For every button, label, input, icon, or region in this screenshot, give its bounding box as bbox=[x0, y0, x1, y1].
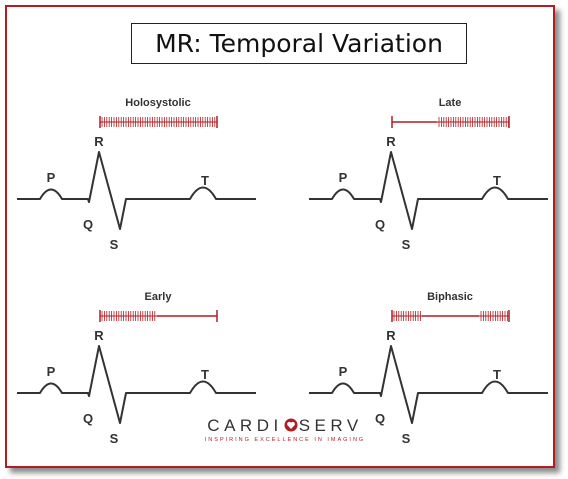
logo-text-left: CARDI bbox=[207, 416, 283, 435]
wave-label-s: S bbox=[402, 431, 411, 446]
wave-label-q: Q bbox=[375, 411, 385, 426]
cardioserv-logo: CARDI SERV INSPIRING EXCELLENCE IN IMAGI… bbox=[190, 416, 380, 443]
panel-early: Early P Q R S T bbox=[17, 291, 256, 446]
wave-label-p: P bbox=[339, 170, 348, 185]
wave-label-t: T bbox=[493, 367, 501, 382]
ecg-waveform-holosystolic bbox=[17, 151, 256, 230]
panel-label-early: Early bbox=[145, 291, 173, 303]
panel-late: Late P Q R S T bbox=[309, 97, 548, 252]
panel-label-holosystolic: Holosystolic bbox=[125, 97, 190, 109]
wave-label-t: T bbox=[201, 173, 209, 188]
panel-holosystolic: Holosystolic P Q R S T bbox=[17, 97, 256, 252]
wave-label-t: T bbox=[201, 367, 209, 382]
ecg-waveform-biphasic bbox=[309, 345, 548, 424]
wave-label-t: T bbox=[493, 173, 501, 188]
murmur-bar-holosystolic bbox=[99, 116, 218, 128]
wave-label-p: P bbox=[47, 364, 56, 379]
wave-label-s: S bbox=[110, 431, 119, 446]
murmur-bar-early bbox=[99, 310, 218, 322]
wave-label-q: Q bbox=[83, 411, 93, 426]
wave-label-s: S bbox=[402, 237, 411, 252]
murmur-bar-biphasic bbox=[391, 310, 510, 322]
ecg-waveform-early bbox=[17, 345, 256, 424]
wave-label-s: S bbox=[110, 237, 119, 252]
logo-tagline: INSPIRING EXCELLENCE IN IMAGING bbox=[204, 437, 366, 443]
heart-icon bbox=[283, 416, 299, 435]
wave-label-r: R bbox=[94, 134, 104, 149]
panel-label-late: Late bbox=[439, 97, 462, 109]
wave-label-p: P bbox=[339, 364, 348, 379]
logo-text-right: SERV bbox=[298, 416, 363, 435]
wave-label-r: R bbox=[386, 134, 396, 149]
panel-biphasic: Biphasic P Q R S T bbox=[309, 291, 548, 446]
wave-label-r: R bbox=[386, 328, 396, 343]
wave-label-q: Q bbox=[375, 217, 385, 232]
wave-label-r: R bbox=[94, 328, 104, 343]
wave-label-p: P bbox=[47, 170, 56, 185]
ecg-waveform-late bbox=[309, 151, 548, 230]
wave-label-q: Q bbox=[83, 217, 93, 232]
panel-label-biphasic: Biphasic bbox=[427, 291, 473, 303]
slide-title: MR: Temporal Variation bbox=[131, 23, 467, 64]
murmur-bar-late bbox=[391, 116, 510, 128]
slide-frame bbox=[5, 5, 555, 468]
